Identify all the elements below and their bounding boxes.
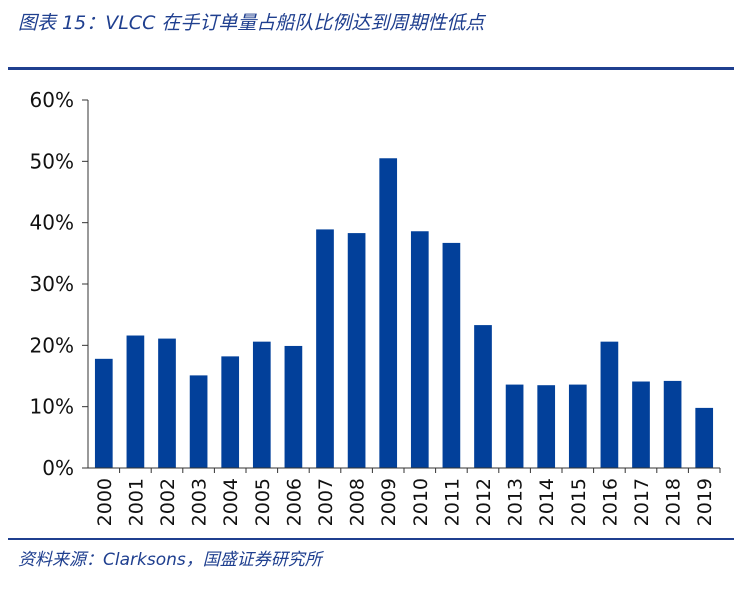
x-tick-label: 2002 <box>157 478 179 526</box>
x-tick-label: 2007 <box>315 478 337 526</box>
y-axis: 0% 10% 20% 30% 40% 50% 60% <box>30 88 89 480</box>
y-tick-label: 50% <box>30 149 74 173</box>
x-tick-label: 2013 <box>505 478 527 526</box>
x-tick-label: 2012 <box>473 478 495 526</box>
y-tick-label: 30% <box>30 272 74 296</box>
bar-2013 <box>505 384 524 468</box>
x-tick-label: 2005 <box>252 478 274 526</box>
x-tick-label: 2004 <box>220 478 242 526</box>
bar-series <box>94 158 714 468</box>
x-tick-label: 2015 <box>568 478 590 526</box>
bar-2007 <box>316 229 334 468</box>
x-tick-label: 2000 <box>94 478 116 526</box>
bar-2019 <box>695 407 714 468</box>
bar-2014 <box>537 385 556 468</box>
bar-2001 <box>126 335 145 468</box>
x-axis: 2000 2001 2002 2003 2004 2005 2006 2007 2008 2009… <box>88 467 721 526</box>
x-tick-label: 2009 <box>378 478 400 526</box>
bar-2009 <box>379 158 398 468</box>
bar-2008 <box>347 233 366 468</box>
figure-title: 图表 15：VLCC 在手订单量占船队比例达到周期性低点 <box>18 12 485 34</box>
y-tick-label: 40% <box>30 211 74 235</box>
bar-2012 <box>474 325 492 468</box>
x-tick-label: 2001 <box>125 478 147 526</box>
y-tick-label: 60% <box>30 88 74 112</box>
bar-chart: 0%10%20%30%40%50%60% 2000 2001 2002 2003 200… <box>30 88 721 526</box>
y-tick-label: 10% <box>30 395 74 419</box>
x-tick-label: 2010 <box>410 478 432 526</box>
x-tick-label: 2006 <box>283 478 305 526</box>
x-tick-label: 2003 <box>189 478 211 526</box>
x-tick-label: 2019 <box>694 478 716 526</box>
bar-2002 <box>158 338 176 468</box>
x-tick-label: 2016 <box>599 478 621 526</box>
bar-2010 <box>410 231 429 468</box>
x-tick-label: 2008 <box>347 478 369 526</box>
bar-2005 <box>252 341 271 468</box>
bar-2000 <box>94 358 113 468</box>
source-note: 资料来源：Clarksons，国盛证券研究所 <box>18 550 322 570</box>
x-tick-label: 2017 <box>631 478 653 526</box>
bar-2004 <box>221 356 240 468</box>
title-divider <box>8 67 734 70</box>
source-divider <box>8 538 734 540</box>
bar-2006 <box>284 345 303 468</box>
y-tick-label: 0% <box>42 456 74 480</box>
bar-2018 <box>663 380 682 468</box>
bar-2015 <box>568 384 587 468</box>
y-tick-label: 20% <box>30 333 74 357</box>
bar-2003 <box>189 375 208 468</box>
bar-2016 <box>600 341 619 468</box>
x-tick-label: 2011 <box>441 478 463 526</box>
x-tick-label: 2018 <box>663 478 685 526</box>
bar-2017 <box>632 381 650 468</box>
bar-2011 <box>442 242 461 468</box>
x-tick-label: 2014 <box>536 478 558 526</box>
